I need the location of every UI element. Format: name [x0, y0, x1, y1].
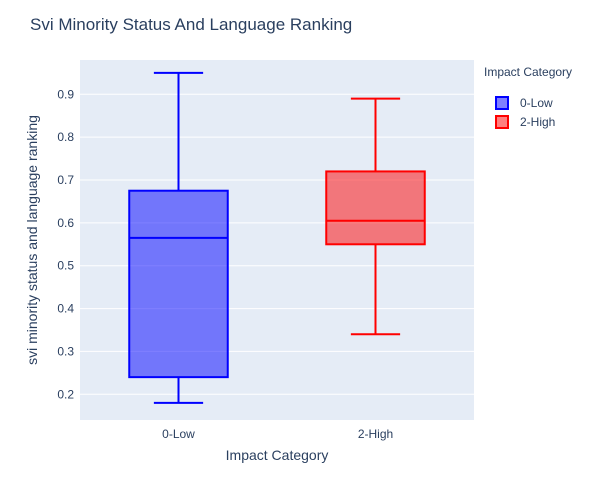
x-tick-label: 0-Low — [162, 427, 195, 441]
chart-title: Svi Minority Status And Language Ranking — [30, 15, 352, 34]
legend-label: 0-Low — [520, 96, 553, 110]
legend-swatch — [495, 96, 509, 110]
x-tick-labels: 0-Low 2-High — [162, 427, 393, 441]
y-tick-label: 0.3 — [57, 344, 74, 358]
y-tick-label: 0.8 — [57, 130, 74, 144]
legend[interactable]: Impact Category 0-Low 2-High — [484, 65, 572, 129]
box-iqr[interactable] — [128, 189, 229, 379]
y-tick-label: 0.5 — [57, 259, 74, 273]
box-plots[interactable] — [128, 71, 426, 404]
legend-label: 2-High — [520, 115, 555, 129]
legend-item-2-high[interactable]: 2-High — [495, 115, 555, 129]
legend-swatch — [495, 115, 509, 129]
box-iqr[interactable] — [325, 170, 426, 246]
y-tick-label: 0.2 — [57, 387, 74, 401]
y-axis-title: svi minority status and language ranking — [24, 115, 40, 365]
y-tick-label: 0.6 — [57, 216, 74, 230]
y-tick-label: 0.4 — [57, 302, 74, 316]
box-2-high[interactable] — [325, 97, 426, 336]
legend-item-0-low[interactable]: 0-Low — [495, 96, 553, 110]
y-tick-label: 0.9 — [57, 87, 74, 101]
x-axis-title: Impact Category — [226, 447, 329, 463]
legend-title: Impact Category — [484, 65, 572, 79]
y-tick-label: 0.7 — [57, 173, 74, 187]
box-0-low[interactable] — [128, 71, 229, 404]
x-tick-label: 2-High — [358, 427, 393, 441]
y-tick-labels: 0.2 0.3 0.4 0.5 0.6 0.7 0.8 0.9 — [57, 87, 74, 401]
